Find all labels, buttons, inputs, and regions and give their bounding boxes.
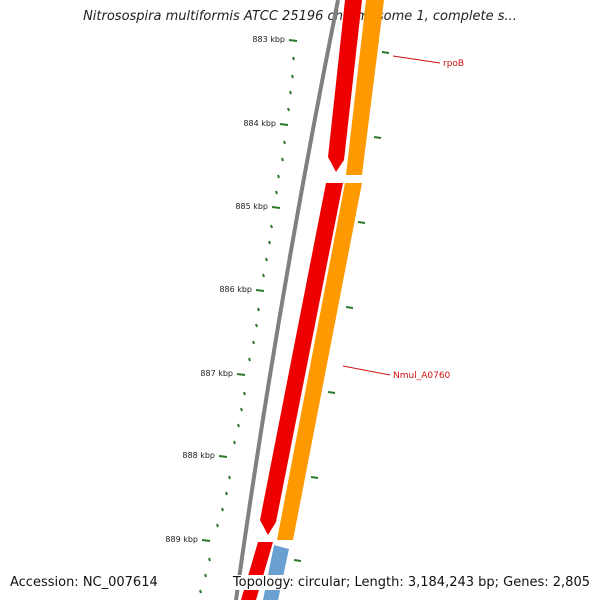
ruler-major-tick — [201, 539, 211, 542]
kbp-label: 889 kbp — [165, 535, 198, 544]
ruler-minor-tick — [265, 257, 268, 262]
ruler-minor-tick — [275, 190, 278, 195]
kbp-label: 885 kbp — [235, 202, 268, 211]
backbone-line — [234, 0, 340, 600]
kbp-label: 886 kbp — [219, 285, 252, 294]
inner-ruler-tick — [293, 559, 302, 562]
gene-callout-line — [392, 55, 441, 64]
ruler-minor-tick — [291, 74, 294, 79]
ruler-minor-tick — [240, 407, 243, 412]
ruler-minor-tick — [268, 240, 271, 245]
inner-ruler-tick — [327, 391, 336, 394]
inner-ruler-tick — [357, 221, 366, 224]
genome-summary-text: Topology: circular; Length: 3,184,243 bp… — [232, 575, 590, 590]
ruler-minor-tick — [289, 90, 292, 95]
kbp-label: 887 kbp — [200, 369, 233, 378]
ruler-major-tick — [288, 39, 298, 42]
ruler-minor-tick — [228, 475, 231, 480]
ruler-minor-tick — [281, 157, 284, 162]
ruler-minor-tick — [243, 391, 246, 396]
gene-block-orange-2[interactable] — [277, 183, 362, 540]
ruler-minor-tick — [233, 440, 236, 445]
gene-block-red-2[interactable] — [260, 183, 343, 535]
gene-callout-line — [342, 365, 391, 376]
ruler-minor-tick — [287, 107, 290, 112]
ruler-major-tick — [218, 455, 228, 458]
kbp-label: 888 kbp — [182, 451, 215, 460]
inner-ruler-tick — [373, 136, 382, 139]
inner-ruler-tick — [310, 476, 319, 479]
ruler-minor-tick — [204, 573, 207, 578]
ruler-minor-tick — [199, 589, 202, 594]
ruler-minor-tick — [292, 56, 295, 61]
ruler-major-tick — [279, 123, 289, 126]
ruler-minor-tick — [277, 174, 280, 179]
ruler-minor-tick — [257, 307, 260, 312]
gene-block-orange-1[interactable] — [346, 0, 384, 175]
ruler-minor-tick — [283, 140, 286, 145]
ruler-minor-tick — [208, 557, 211, 562]
ruler-minor-tick — [225, 491, 228, 496]
ruler-major-tick — [255, 289, 265, 292]
gene-label[interactable]: rpoB — [443, 59, 464, 69]
gene-tracks — [234, 0, 384, 600]
accession-text: Accession: NC_007614 — [10, 575, 158, 590]
gene-label-layer: rpoB Nmul_A0760 — [342, 55, 464, 381]
ruler-minor-tick — [252, 340, 255, 345]
kbp-label: 883 kbp — [252, 35, 285, 44]
gene-block-red-1[interactable] — [328, 0, 362, 172]
ruler-major-tick — [236, 373, 246, 376]
ruler-major-tick — [271, 206, 281, 209]
inner-ruler-tick — [345, 306, 354, 309]
ruler-minor-tick — [216, 523, 219, 528]
ruler-minor-tick — [270, 224, 273, 229]
gene-label[interactable]: Nmul_A0760 — [393, 371, 451, 381]
kbp-label: 884 kbp — [243, 119, 276, 128]
ruler-minor-tick — [262, 273, 265, 278]
ruler-minor-tick — [248, 357, 251, 362]
inner-ruler-tick — [381, 51, 390, 54]
map-title: Nitrosospira multiformis ATCC 25196 chro… — [83, 9, 517, 24]
kbp-ruler: 883 kbp 884 kbp 885 kbp 886 kbp 887 kbp 888 k… — [165, 35, 390, 594]
ruler-minor-tick — [255, 323, 258, 328]
ruler-minor-tick — [237, 423, 240, 428]
ruler-minor-tick — [221, 507, 224, 512]
